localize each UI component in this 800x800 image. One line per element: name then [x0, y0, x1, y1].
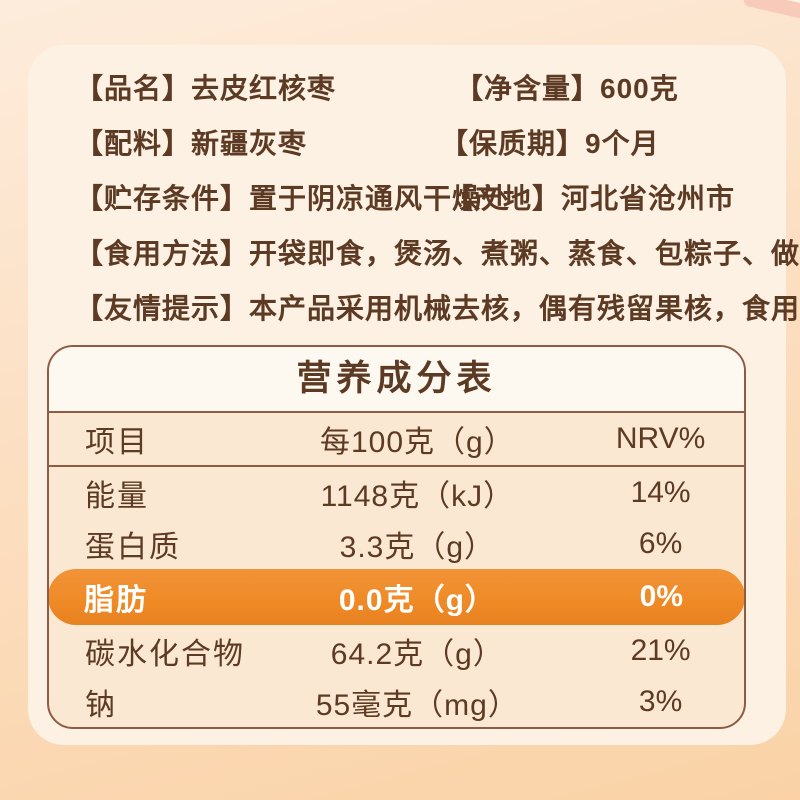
- nutrient-name: 能量: [85, 479, 149, 513]
- header-nrv: NRV%: [615, 422, 706, 455]
- header-per100g: 每100克（g）: [319, 426, 515, 459]
- field-storage: 【贮存条件】置于阴凉通风干燥处: [75, 183, 511, 214]
- nutrition-row-protein: 蛋白质 3.3克（g） 6%: [49, 518, 744, 569]
- nutrient-value: 1148克（kJ）: [320, 479, 515, 513]
- nutrient-value: 3.3克（g）: [339, 530, 496, 564]
- nutrition-table-title: 营养成分表: [49, 347, 744, 413]
- nutrient-name: 蛋白质: [85, 530, 181, 564]
- nutrient-nrv: 0%: [639, 580, 684, 613]
- nutrient-nrv: 14%: [630, 475, 691, 509]
- nutrient-value: 55毫克（mg）: [315, 688, 519, 722]
- field-usage: 【食用方法】开袋即食，煲汤、煮粥、蒸食、包粽子、做糖水等: [75, 238, 800, 269]
- product-info-card: 【品名】去皮红核枣 【净含量】600克 【配料】新疆灰枣 【保质期】9个月 【贮…: [28, 45, 800, 745]
- header-item: 项目: [85, 426, 149, 459]
- field-shelf-life: 【保质期】9个月: [440, 128, 660, 159]
- nutrient-value: 0.0克（g）: [338, 584, 496, 617]
- nutrient-nrv: 6%: [638, 526, 683, 560]
- nutrition-table: 营养成分表 项目 每100克（g） NRV% 能量 1148克（kJ） 14% …: [47, 345, 746, 729]
- nutrition-row-energy: 能量 1148克（kJ） 14%: [49, 467, 744, 518]
- field-ingredients: 【配料】新疆灰枣: [75, 128, 308, 159]
- nutrition-row-carbohydrate: 碳水化合物 64.2克（g） 21%: [49, 625, 744, 676]
- nutrient-value: 64.2克（g）: [330, 637, 504, 671]
- field-friendly-note: 【友情提示】本产品采用机械去核，偶有残留果核，食用时请注意。: [75, 293, 800, 324]
- nutrition-row-sodium: 钠 55毫克（mg） 3%: [49, 676, 744, 727]
- field-origin: 【产地】河北省沧州市: [445, 183, 736, 214]
- nutrition-table-body: 能量 1148克（kJ） 14% 蛋白质 3.3克（g） 6% 脂肪 0.0克（…: [49, 467, 744, 727]
- nutrition-row-fat-highlighted: 脂肪 0.0克（g） 0%: [49, 569, 744, 625]
- nutrition-table-header: 项目 每100克（g） NRV%: [49, 413, 744, 467]
- nutrient-nrv: 21%: [630, 633, 691, 667]
- nutrient-nrv: 3%: [638, 684, 683, 718]
- nutrient-name: 碳水化合物: [85, 637, 245, 671]
- nutrient-name: 钠: [85, 688, 117, 722]
- field-net-weight: 【净含量】600克: [455, 73, 679, 104]
- nutrient-name: 脂肪: [84, 584, 148, 617]
- field-product-name: 【品名】去皮红核枣: [75, 73, 337, 104]
- decorative-streak: [742, 0, 800, 37]
